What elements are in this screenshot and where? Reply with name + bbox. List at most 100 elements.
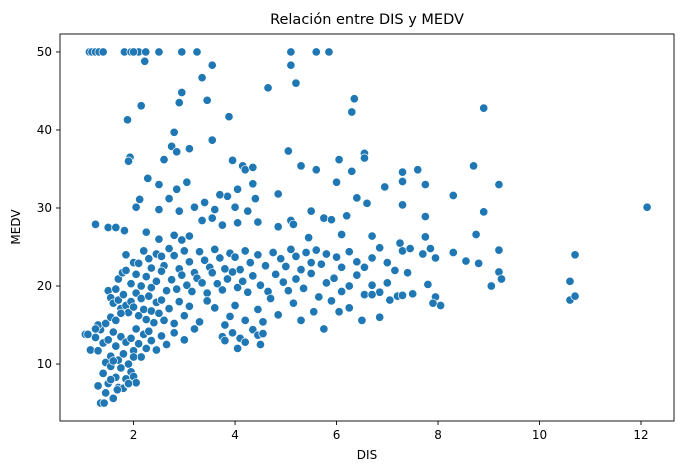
data-point <box>217 285 227 295</box>
data-point <box>382 258 392 268</box>
data-point <box>116 363 126 373</box>
data-point <box>273 222 283 232</box>
data-point <box>151 276 161 286</box>
data-point <box>344 281 354 291</box>
data-point <box>311 165 321 175</box>
data-point <box>136 101 146 111</box>
data-point <box>286 47 296 57</box>
data-point <box>118 290 128 300</box>
data-point <box>268 247 278 258</box>
data-point <box>134 339 144 349</box>
data-point <box>570 291 580 301</box>
data-point <box>187 286 197 297</box>
data-point <box>233 218 243 228</box>
data-point <box>286 60 296 70</box>
data-point <box>281 261 291 272</box>
data-point <box>136 352 146 362</box>
data-point <box>479 103 489 113</box>
data-point <box>494 180 504 190</box>
data-point <box>177 235 187 245</box>
data-point <box>129 47 139 57</box>
data-point <box>311 245 321 255</box>
data-point <box>225 311 235 321</box>
data-point <box>291 78 301 88</box>
data-point <box>299 283 309 293</box>
data-point <box>98 368 108 378</box>
data-point <box>296 161 306 171</box>
data-point <box>122 115 133 125</box>
data-point <box>222 191 233 201</box>
data-point <box>93 381 103 391</box>
data-point <box>202 288 212 298</box>
data-point <box>210 244 220 254</box>
data-point <box>240 165 250 175</box>
data-point <box>334 307 344 317</box>
data-point <box>255 280 265 290</box>
data-point <box>309 307 319 317</box>
data-point <box>474 258 484 268</box>
data-point <box>184 257 194 267</box>
data-point <box>314 292 324 302</box>
data-point <box>260 261 271 271</box>
data-point <box>428 298 438 308</box>
data-point <box>210 205 220 215</box>
data-point <box>154 47 164 57</box>
data-point <box>448 190 458 201</box>
data-point <box>121 250 131 260</box>
y-tick-label: 40 <box>37 123 52 137</box>
data-point <box>169 230 179 240</box>
data-point <box>134 258 144 268</box>
data-point <box>224 112 234 122</box>
data-point <box>276 254 286 264</box>
data-point <box>385 295 395 305</box>
data-point <box>116 308 126 318</box>
data-point <box>448 247 458 258</box>
data-point <box>141 343 151 353</box>
data-point <box>367 280 377 290</box>
data-point <box>154 205 164 215</box>
data-point <box>329 273 339 283</box>
data-point <box>182 177 192 187</box>
data-point <box>222 274 233 284</box>
data-point <box>144 254 154 264</box>
data-point <box>200 255 210 265</box>
data-point <box>154 308 164 318</box>
chart-title: Relación entre DIS y MEDV <box>270 12 464 28</box>
data-point <box>146 306 156 316</box>
data-point <box>90 219 101 229</box>
data-point <box>136 293 146 304</box>
data-point <box>194 247 205 257</box>
data-point <box>126 333 136 343</box>
data-point <box>278 277 288 287</box>
data-point <box>413 165 423 175</box>
data-point <box>174 206 184 216</box>
y-tick-label: 10 <box>37 357 52 371</box>
data-point <box>359 153 370 163</box>
data-point <box>397 246 408 256</box>
data-point <box>154 180 164 190</box>
data-point <box>240 246 250 256</box>
data-point <box>184 301 194 311</box>
data-point <box>321 249 331 259</box>
data-point <box>263 83 273 93</box>
data-point <box>197 215 207 226</box>
data-point <box>253 304 263 314</box>
data-point <box>146 336 156 346</box>
data-point <box>140 56 150 66</box>
data-point <box>283 146 293 156</box>
data-point <box>154 234 164 244</box>
data-point <box>352 270 362 280</box>
y-tick-label: 20 <box>37 279 52 293</box>
points-layer <box>80 47 652 408</box>
data-point <box>235 265 245 275</box>
x-tick-label: 10 <box>532 428 547 442</box>
data-point <box>461 256 471 266</box>
data-point <box>156 251 167 261</box>
x-tick-label: 8 <box>434 428 442 442</box>
x-tick-label: 12 <box>633 428 648 442</box>
data-point <box>286 244 296 254</box>
data-point <box>151 345 161 355</box>
data-point <box>332 177 342 187</box>
y-tick-label: 30 <box>37 201 52 215</box>
